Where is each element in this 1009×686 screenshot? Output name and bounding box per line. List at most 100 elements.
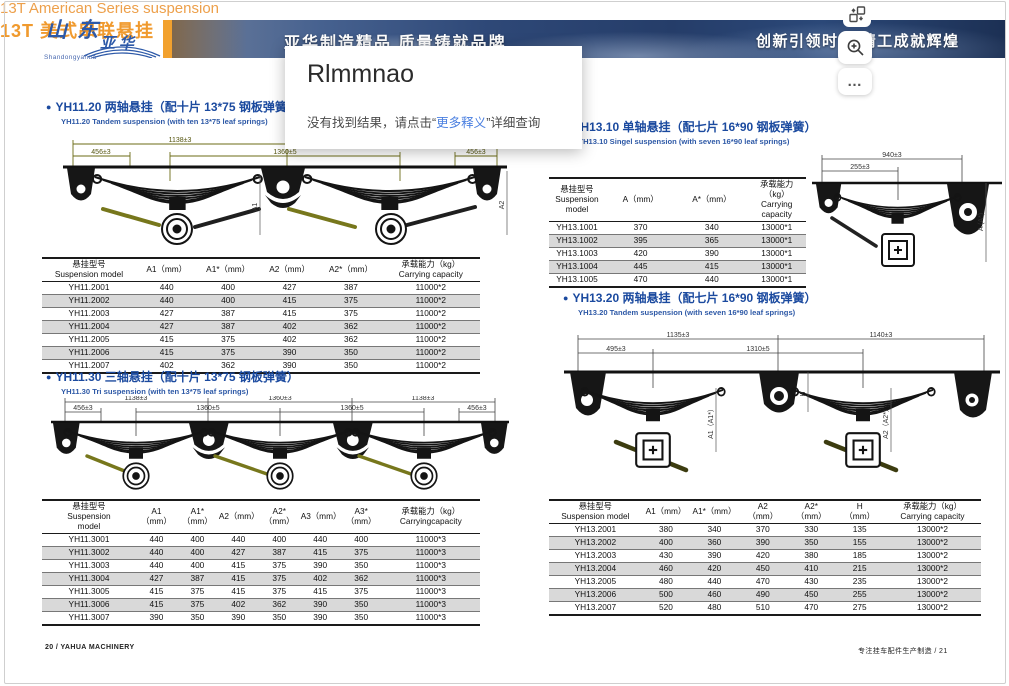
table-cell: 490: [755, 588, 770, 599]
table-cell: 11000*3: [415, 598, 446, 609]
table-cell: YH11.3001: [68, 533, 110, 544]
dim-label: 1135±3: [667, 332, 690, 339]
table-cell: 13000*1: [761, 260, 793, 271]
table-cell: YH13.2001: [574, 523, 617, 534]
table-cell: YH13.1003: [556, 247, 598, 258]
table-cell: 390: [704, 247, 719, 258]
section-title-en: YH13.20 Tandem suspension (with seven 16…: [578, 308, 796, 317]
table-cell: 11000*2: [415, 281, 446, 292]
table-cell: YH13.1005: [556, 273, 598, 284]
section-heading-yh1320: ● YH13.20 两轴悬挂（配七片 16*90 钢板弹簧） YH13.20 Ta…: [563, 289, 817, 317]
column-header: A2*（mm）: [796, 501, 827, 521]
table-cell: 480: [707, 601, 722, 612]
table-yh1320: 悬挂型号 Suspension model A1（mm） A1*（mm） A2 （mm） A…: [549, 499, 981, 616]
table-row: YH11.3004 427 387 415 375 402 362 11000*3: [42, 572, 480, 586]
column-header: A1（mm）: [146, 263, 187, 274]
table-cell: 450: [755, 562, 770, 573]
table-cell: YH11.2004: [68, 320, 110, 331]
column-header: A2*（mm）: [264, 505, 295, 526]
table-row: YH11.2003 427 387 415 375 11000*2: [42, 307, 480, 321]
column-header: A1（mm）: [645, 505, 687, 516]
table-cell: 11000*2: [415, 307, 446, 318]
table-cell: 13000*2: [917, 575, 948, 586]
dim-label: 1310±5: [746, 346, 769, 353]
table-cell: 255: [852, 588, 867, 599]
table-cell: 215: [852, 562, 867, 573]
table-row: YH13.1003 420 390 13000*1: [549, 247, 806, 261]
table-cell: YH13.2007: [574, 601, 617, 612]
table-cell: 375: [272, 572, 287, 583]
table-cell: 11000*2: [415, 294, 446, 305]
table-cell: 427: [282, 281, 297, 292]
table-cell: 427: [159, 320, 174, 331]
column-header: 悬挂型号 Suspension model: [561, 501, 630, 521]
banner-accent-bar: [163, 20, 172, 58]
table-row: YH13.1004 445 415 13000*1: [549, 260, 806, 274]
more-definitions-link[interactable]: 更多释义: [436, 116, 487, 130]
logo-text-cn1: 山东: [46, 17, 108, 42]
table-cell: YH13.2004: [574, 562, 617, 573]
dim-label: 1360±5: [340, 405, 363, 412]
section-title-en: YH13.10 Singel suspension (with seven 16…: [578, 137, 790, 146]
table-cell: 11000*2: [415, 346, 446, 357]
table-cell: 330: [804, 523, 819, 534]
dim-label: 940±3: [882, 152, 902, 159]
column-header: H （mm）: [844, 501, 875, 521]
table-cell: 387: [221, 320, 235, 331]
table-cell: 387: [190, 572, 205, 583]
section-title-cn: YH11.30 三轴悬挂（配十片 13*75 钢板弹簧）: [55, 370, 299, 384]
series-title-cn: 13T 美式串联悬挂: [0, 21, 155, 41]
table-cell: 510: [755, 601, 770, 612]
dim-label: A (A*): [978, 213, 985, 231]
footer-page-right: 专注挂车配件生产制造 / 21: [858, 648, 948, 655]
table-cell: 415: [231, 585, 246, 596]
table-row: YH11.2002 440 400 415 375 11000*2: [42, 294, 480, 308]
dim-label: A2: [499, 201, 506, 210]
table-cell: 375: [221, 346, 235, 357]
table-cell: YH11.3006: [68, 598, 110, 609]
table-cell: 470: [633, 273, 648, 284]
dim-label: A2（A2*）: [882, 405, 890, 439]
table-cell: 415: [704, 260, 719, 271]
table-cell: 350: [354, 559, 369, 570]
table-cell: 350: [804, 536, 819, 547]
table-cell: 470: [755, 575, 770, 586]
spec-table-yh1310: 悬挂型号 Suspension model A（mm） A*（mm） 承载能力（kg） C…: [549, 177, 806, 288]
zoom-in-button[interactable]: [838, 31, 872, 64]
table-cell: 11000*2: [415, 359, 446, 370]
table-cell: 415: [313, 585, 328, 596]
table-cell: 450: [804, 588, 819, 599]
table-cell: 402: [282, 320, 297, 331]
table-cell: 370: [755, 523, 770, 534]
table-cell: 520: [659, 601, 673, 612]
popup-message-pre: 没有找到结果，请点击“: [307, 116, 437, 130]
section-heading-yh1130: ● YH11.30 三轴悬挂（配十片 13*75 钢板弹簧） YH11.30 Tr…: [46, 368, 299, 396]
table-cell: YH11.2002: [68, 294, 110, 305]
dim-label: 456±3: [467, 405, 487, 412]
table-cell: 13000*2: [917, 523, 948, 534]
table-cell: 350: [343, 346, 358, 357]
zoom-in-icon: [847, 39, 864, 56]
suspension-drawing-yh1310: 940±3 255±3 A (A*): [812, 152, 1002, 267]
dim-label: 456±3: [73, 405, 93, 412]
dim-label: H: [800, 391, 807, 396]
spec-table-yh1130: 悬挂型号 Suspension model A1 （mm） A1* （mm） A2（mm） A2…: [42, 499, 480, 626]
more-options-button[interactable]: …: [838, 68, 872, 95]
popup-message: 没有找到结果，请点击“更多释义”详细查询: [307, 112, 540, 131]
dim-label: 1138±3: [169, 137, 192, 144]
dim-label: 255±3: [850, 164, 870, 171]
section-title-en: YH11.20 Tandem suspension (with ten 13*7…: [61, 117, 268, 126]
table-cell: 430: [659, 549, 673, 560]
table-cell: 420: [707, 562, 722, 573]
table-cell: 390: [707, 549, 722, 560]
table-cell: 440: [149, 533, 164, 544]
logo-swoosh: [83, 46, 161, 58]
compare-button[interactable]: [843, 1, 871, 27]
table-cell: 350: [354, 611, 369, 622]
table-cell: YH13.2006: [574, 588, 617, 599]
table-cell: 13000*2: [917, 562, 948, 573]
table-yh1130: 悬挂型号 Suspension model A1 （mm） A1* （mm） A2（mm） A2…: [42, 499, 480, 626]
table-row: YH13.2003 430 390 420 380 185 13000*2: [549, 549, 981, 563]
table-cell: 387: [221, 307, 235, 318]
